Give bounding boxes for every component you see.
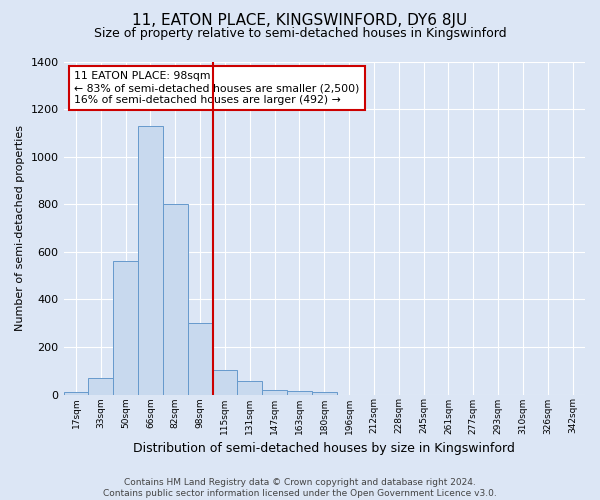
Bar	[262, 390, 287, 394]
Bar	[188, 323, 212, 394]
Text: Contains HM Land Registry data © Crown copyright and database right 2024.
Contai: Contains HM Land Registry data © Crown c…	[103, 478, 497, 498]
Bar	[212, 370, 238, 394]
Y-axis label: Number of semi-detached properties: Number of semi-detached properties	[15, 125, 25, 331]
Bar	[88, 378, 113, 394]
Bar	[113, 262, 138, 394]
Bar	[163, 204, 188, 394]
Text: 11, EATON PLACE, KINGSWINFORD, DY6 8JU: 11, EATON PLACE, KINGSWINFORD, DY6 8JU	[133, 12, 467, 28]
Bar	[287, 391, 312, 394]
Bar	[64, 392, 88, 394]
Bar	[312, 392, 337, 394]
Text: 11 EATON PLACE: 98sqm
← 83% of semi-detached houses are smaller (2,500)
16% of s: 11 EATON PLACE: 98sqm ← 83% of semi-deta…	[74, 72, 359, 104]
X-axis label: Distribution of semi-detached houses by size in Kingswinford: Distribution of semi-detached houses by …	[133, 442, 515, 455]
Bar	[238, 382, 262, 394]
Bar	[138, 126, 163, 394]
Text: Size of property relative to semi-detached houses in Kingswinford: Size of property relative to semi-detach…	[94, 28, 506, 40]
